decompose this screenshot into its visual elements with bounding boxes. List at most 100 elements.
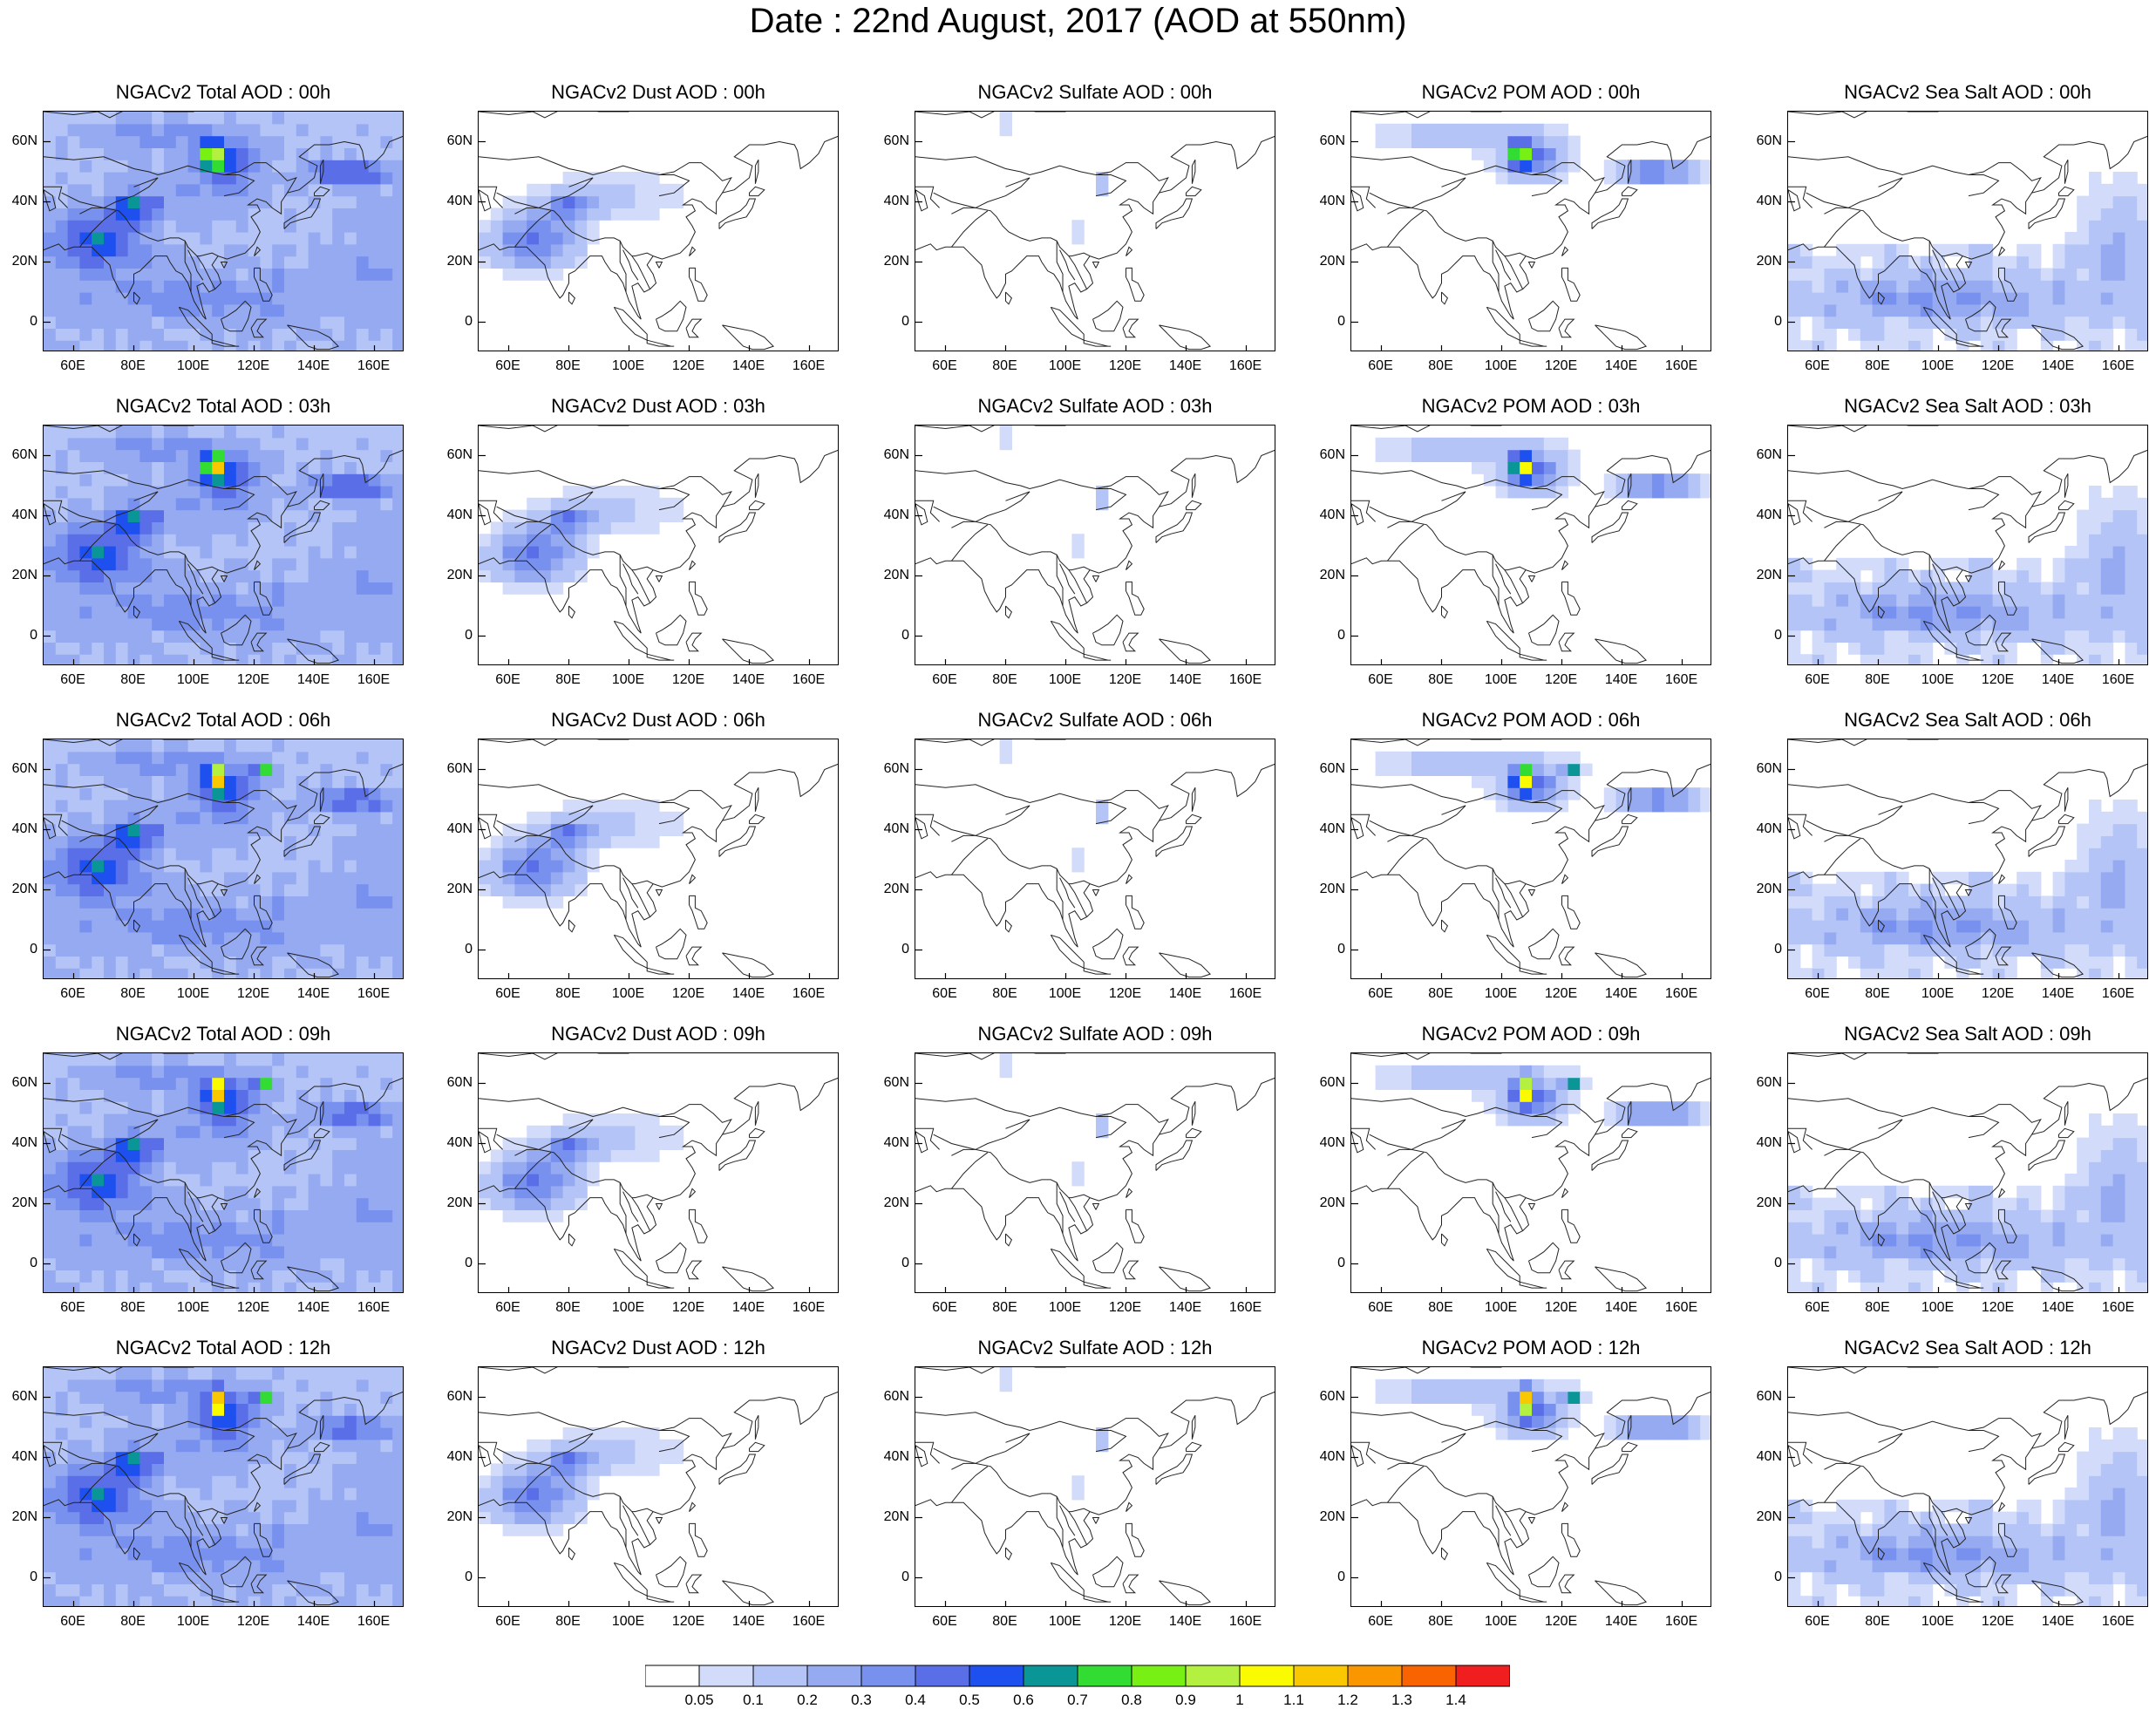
aod-cell xyxy=(357,594,369,606)
aod-cell xyxy=(116,220,128,232)
aod-cell xyxy=(284,1078,296,1090)
aod-cell xyxy=(380,752,392,764)
lat-tick-label: 20N xyxy=(0,568,37,583)
aod-cell xyxy=(1896,594,1908,606)
coastline-path xyxy=(614,307,647,340)
aod-cell xyxy=(1836,1222,1848,1234)
aod-cell xyxy=(139,558,152,570)
aod-cell xyxy=(152,546,164,558)
aod-cell xyxy=(332,1089,344,1101)
aod-cell xyxy=(139,630,152,643)
aod-cell xyxy=(539,848,551,860)
aod-cell xyxy=(1824,884,1836,896)
aod-cell xyxy=(152,787,164,800)
aod-cell xyxy=(392,606,404,618)
aod-cell xyxy=(392,764,404,776)
aod-cell xyxy=(104,642,116,654)
aod-cell xyxy=(200,280,212,292)
aod-cell xyxy=(2077,244,2089,256)
coastline-path xyxy=(1562,247,1568,255)
aod-cell xyxy=(1848,304,1860,317)
aod-cell xyxy=(1544,147,1556,160)
aod-cell xyxy=(380,594,392,606)
aod-cell xyxy=(514,558,527,570)
aod-cell xyxy=(357,450,369,462)
coastline-path xyxy=(1411,835,1526,883)
aod-cell xyxy=(79,835,92,848)
aod-cell xyxy=(1981,582,1993,594)
aod-cell xyxy=(357,340,369,351)
aod-cell xyxy=(332,256,344,269)
aod-cell xyxy=(1813,944,1825,957)
aod-cell xyxy=(320,450,332,462)
aod-cell xyxy=(260,618,272,630)
coastline-path xyxy=(569,606,575,618)
lon-tick-label: 160E xyxy=(788,1300,830,1316)
aod-cell xyxy=(1884,340,1896,351)
aod-cell xyxy=(260,848,272,860)
aod-cell xyxy=(357,884,369,896)
aod-cell xyxy=(272,317,284,329)
coastline-path xyxy=(1123,1261,1138,1279)
aod-cell xyxy=(2101,642,2113,654)
aod-cell xyxy=(1873,1198,1885,1210)
aod-cell xyxy=(284,112,296,124)
aod-cell xyxy=(260,835,272,848)
aod-cell xyxy=(344,944,357,957)
aod-cell xyxy=(236,1149,248,1161)
aod-cell xyxy=(44,908,56,920)
aod-cell xyxy=(200,775,212,787)
aod-cell xyxy=(320,618,332,630)
aod-cell xyxy=(1884,654,1896,665)
aod-cell xyxy=(2064,618,2077,630)
aod-cell xyxy=(2064,570,2077,582)
aod-cell xyxy=(332,498,344,510)
aod-cell xyxy=(1640,473,1652,486)
aod-cell xyxy=(539,558,551,570)
aod-cell xyxy=(1884,304,1896,317)
aod-cell xyxy=(272,1078,284,1090)
aod-cell xyxy=(2077,944,2089,957)
aod-cell xyxy=(224,1138,236,1150)
aod-cell xyxy=(68,606,80,618)
aod-cell xyxy=(1848,618,1860,630)
aod-cell xyxy=(92,1078,104,1090)
aod-cell xyxy=(176,1126,188,1138)
aod-cell xyxy=(1411,136,1424,148)
aod-cell xyxy=(1544,136,1556,148)
aod-cell xyxy=(380,824,392,836)
aod-cell xyxy=(92,1234,104,1246)
aod-cell xyxy=(92,486,104,498)
aod-cell xyxy=(152,534,164,546)
coastline-path xyxy=(1824,492,1902,528)
aod-cell xyxy=(248,256,261,269)
aod-cell xyxy=(212,764,224,776)
aod-cell xyxy=(272,160,284,172)
aod-cell xyxy=(92,787,104,800)
aod-cell xyxy=(92,895,104,908)
aod-cell xyxy=(1788,340,1800,351)
aod-cell xyxy=(164,147,176,160)
coastline-path xyxy=(1351,190,1364,211)
aod-cell xyxy=(369,1078,381,1090)
aod-cell xyxy=(491,244,503,256)
aod-cell xyxy=(296,1209,309,1222)
aod-cell xyxy=(79,256,92,269)
coastline-path xyxy=(656,615,687,645)
aod-cell xyxy=(1921,256,1933,269)
lon-tick-label: 100E xyxy=(1044,1300,1086,1316)
aod-cell xyxy=(332,1174,344,1186)
aod-cell xyxy=(272,280,284,292)
aod-cell xyxy=(1824,956,1836,968)
coastline-path xyxy=(1160,1267,1211,1291)
aod-cell xyxy=(176,739,188,752)
aod-cell xyxy=(92,908,104,920)
coastline-path xyxy=(2059,814,2074,823)
coastline-path xyxy=(2029,513,2064,543)
aod-cell xyxy=(188,764,201,776)
aod-cell xyxy=(1399,1066,1411,1078)
coastline-path xyxy=(647,968,674,974)
aod-cell xyxy=(272,268,284,280)
aod-cell xyxy=(1447,136,1459,148)
panel-title: NGACv2 Dust AOD : 09h xyxy=(443,1023,874,1045)
